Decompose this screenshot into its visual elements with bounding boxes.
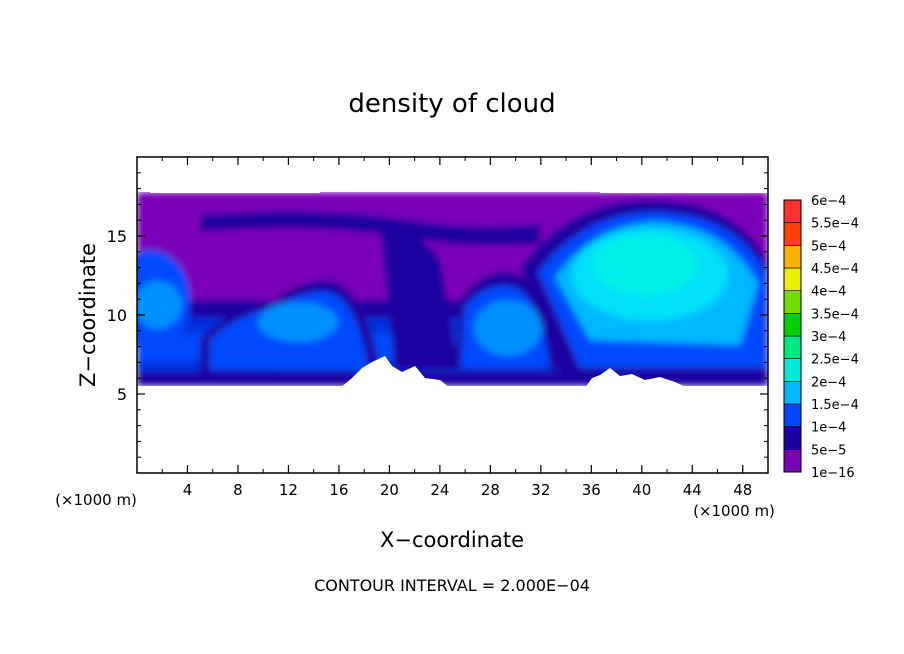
x-tick-label: 28: [481, 481, 500, 499]
colorbar-label: 3e−4: [811, 330, 846, 345]
colorbar-label: 4.5e−4: [811, 262, 859, 277]
y-tick-label: 10: [107, 306, 127, 325]
colorbar-swatch: [783, 222, 802, 246]
colorbar-swatch: [783, 449, 802, 473]
cloud-anvil-inner: [593, 235, 697, 295]
colorbar-label: 5e−4: [811, 239, 846, 254]
colorbar-swatch: [783, 267, 802, 291]
x-tick-label: 4: [183, 481, 193, 499]
y-tick-label: 15: [107, 227, 127, 246]
colorbar-label: 3.5e−4: [811, 307, 859, 322]
colorbar-swatch: [783, 199, 802, 223]
colorbar-label: 5.5e−4: [811, 217, 859, 232]
cloud-bottom-ragged-1: [342, 356, 448, 386]
cloud-updraft-column: [380, 230, 460, 370]
y-unit-label: (×1000 m): [55, 491, 137, 509]
colorbar-label: 2e−4: [811, 375, 846, 390]
colorbar-frame: [783, 199, 802, 473]
x-tick-label: 20: [380, 481, 399, 499]
cloud-field: [137, 192, 768, 386]
x-tick-label: 44: [683, 481, 702, 499]
x-tick-label: 24: [430, 481, 449, 499]
colorbar-swatch: [783, 403, 802, 427]
colorbar-label: 1.5e−4: [811, 398, 859, 413]
cloud-bottom-ragged-2: [586, 368, 684, 386]
cloud-top-gap-2: [600, 192, 768, 193]
colorbar-label: 2.5e−4: [811, 353, 859, 368]
contour-interval-note: CONTOUR INTERVAL = 2.000E−04: [314, 576, 590, 595]
colorbar-label: 4e−4: [811, 285, 846, 300]
colorbar: 1e−16 5e−5 1e−4 1.5e−4 2e−4 2.5e−4 3e−4 3.5e−4 4…: [783, 194, 859, 481]
cloud-left-core: [137, 281, 182, 329]
x-unit-label: (×1000 m): [693, 502, 775, 520]
cloud-mid-lobe-core: [474, 300, 542, 356]
y-axis-label: Z−coordinate: [76, 243, 100, 387]
y-axis-ticks: 5 10 15: [107, 172, 768, 458]
cloud-upper-dark-streak: [200, 211, 540, 246]
cloud-left-lobe-core: [258, 302, 338, 342]
cloud-top-gap-1: [150, 192, 320, 193]
x-tick-label: 32: [531, 481, 550, 499]
x-tick-label: 12: [279, 481, 298, 499]
chart-title: density of cloud: [348, 89, 555, 119]
x-tick-label: 16: [329, 481, 348, 499]
colorbar-swatch: [783, 426, 802, 450]
x-axis-label: X−coordinate: [380, 528, 524, 552]
colorbar-label: 5e−5: [811, 443, 846, 458]
y-tick-label: 5: [117, 385, 127, 404]
colorbar-label: 6e−4: [811, 194, 846, 209]
colorbar-swatch: [783, 290, 802, 314]
colorbar-label: 1e−16: [811, 466, 855, 481]
colorbar-swatch: [783, 358, 802, 382]
x-tick-label: 40: [632, 481, 651, 499]
x-tick-label: 48: [733, 481, 752, 499]
x-tick-label: 8: [233, 481, 243, 499]
colorbar-swatch: [783, 313, 802, 337]
colorbar-swatch: [783, 381, 802, 405]
x-tick-label: 36: [582, 481, 601, 499]
colorbar-swatch: [783, 335, 802, 359]
colorbar-swatch: [783, 245, 802, 269]
colorbar-label: 1e−4: [811, 421, 846, 436]
x-axis-ticks: 4 8 12 16 20 24 28 32 36 40 44 48: [161, 157, 752, 499]
